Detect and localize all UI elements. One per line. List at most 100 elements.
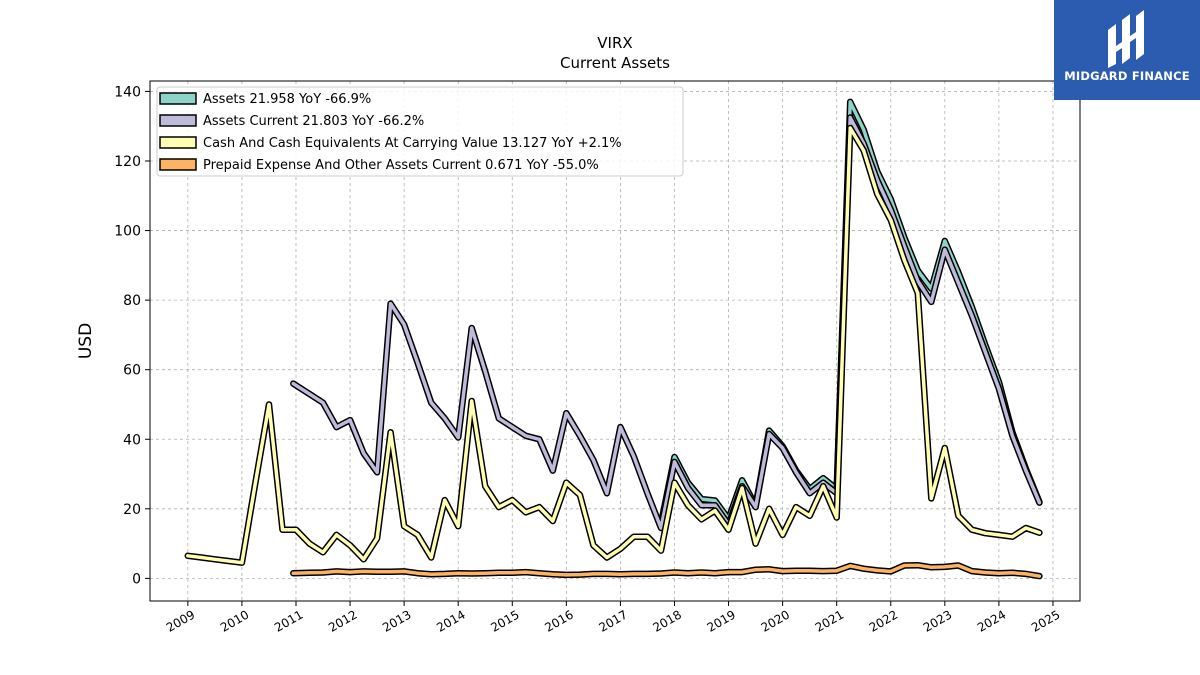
data-point [537,437,541,441]
data-point [321,401,325,405]
legend-swatch [159,136,197,149]
y-tick-label: 40 [123,432,141,448]
data-point [497,416,501,420]
data-point [970,569,974,573]
data-point [226,559,230,563]
data-point [564,411,568,415]
data-point [443,498,447,502]
data-point [808,491,812,495]
x-tick-label: 2016 [542,607,575,634]
data-point [321,550,325,554]
data-point [943,239,947,243]
data-point [686,503,690,507]
data-point [1037,501,1041,505]
data-point [713,571,717,575]
data-point [294,528,298,532]
data-point [456,524,460,528]
data-point [983,350,988,354]
data-point [875,568,879,573]
data-point [672,570,677,575]
data-point [821,484,825,488]
data-point [402,524,406,528]
series-line [291,563,1042,578]
y-axis-label: USD [76,323,96,359]
data-point [618,572,623,576]
data-point [291,382,295,386]
data-point [686,486,690,490]
chart-subtitle: Current Assets [560,54,670,72]
data-point [605,572,609,576]
data-point [470,326,474,330]
data-point [267,402,271,407]
y-axis: 0 20 40 60 80 100 120 140 [114,84,150,587]
data-point [240,561,244,565]
data-point [497,505,501,509]
x-tick-label: 2020 [759,607,792,634]
data-point [781,533,785,537]
data-point [524,510,528,514]
series-outline [184,124,1043,566]
data-point [1010,571,1015,575]
data-point [767,432,771,436]
x-tick-label: 2011 [272,607,305,634]
data-point [362,569,366,574]
data-point [510,498,514,502]
y-tick-label: 120 [114,154,141,170]
data-point [605,491,609,495]
data-point [699,517,704,521]
x-tick-label: 2013 [380,607,413,634]
data-point [578,434,582,438]
data-point [307,571,312,575]
data-point [537,505,541,509]
data-point [375,570,379,574]
data-point [416,533,420,537]
data-point [808,514,812,518]
y-tick-label: 80 [123,293,141,309]
data-point [848,100,852,104]
data-point [699,570,704,575]
data-point [348,543,352,547]
data-point [510,571,514,575]
data-point [970,314,974,318]
data-point [781,446,785,450]
data-point [916,563,920,567]
x-tick-label: 2023 [921,607,954,634]
legend-box [156,86,684,177]
data-point [1037,531,1041,535]
legend-swatch [159,158,197,171]
data-point [929,496,933,500]
data-point [483,484,487,488]
data-point [1037,574,1041,578]
legend-label: Cash And Cash Equivalents At Carrying Va… [203,136,622,151]
x-tick-label: 2017 [596,607,629,634]
series-layer [184,98,1043,580]
data-point [672,455,677,459]
data-point [199,555,203,560]
data-point [889,197,893,201]
data-point [983,531,988,535]
chart-title: VIRX [597,34,632,52]
data-point [443,416,447,420]
legend: Assets 21.958 YoY -66.9% Assets Current 2… [156,86,684,177]
data-point [848,126,852,130]
data-point [618,425,623,429]
data-point [686,571,690,575]
y-tick-label: 60 [123,363,141,379]
data-point [808,569,812,573]
data-point [551,519,555,523]
data-point [889,569,893,574]
data-point [875,192,879,196]
data-point [389,430,393,434]
data-point [429,555,433,560]
data-point [605,555,609,560]
data-point [794,505,798,509]
data-point [321,570,325,575]
x-tick-label: 2014 [434,607,467,634]
data-point [334,569,339,574]
x-tick-label: 2022 [867,607,900,634]
x-tick-label: 2009 [164,607,197,634]
data-point [632,572,636,576]
data-point [524,570,528,574]
legend-swatch [159,92,197,105]
data-point [956,281,960,285]
